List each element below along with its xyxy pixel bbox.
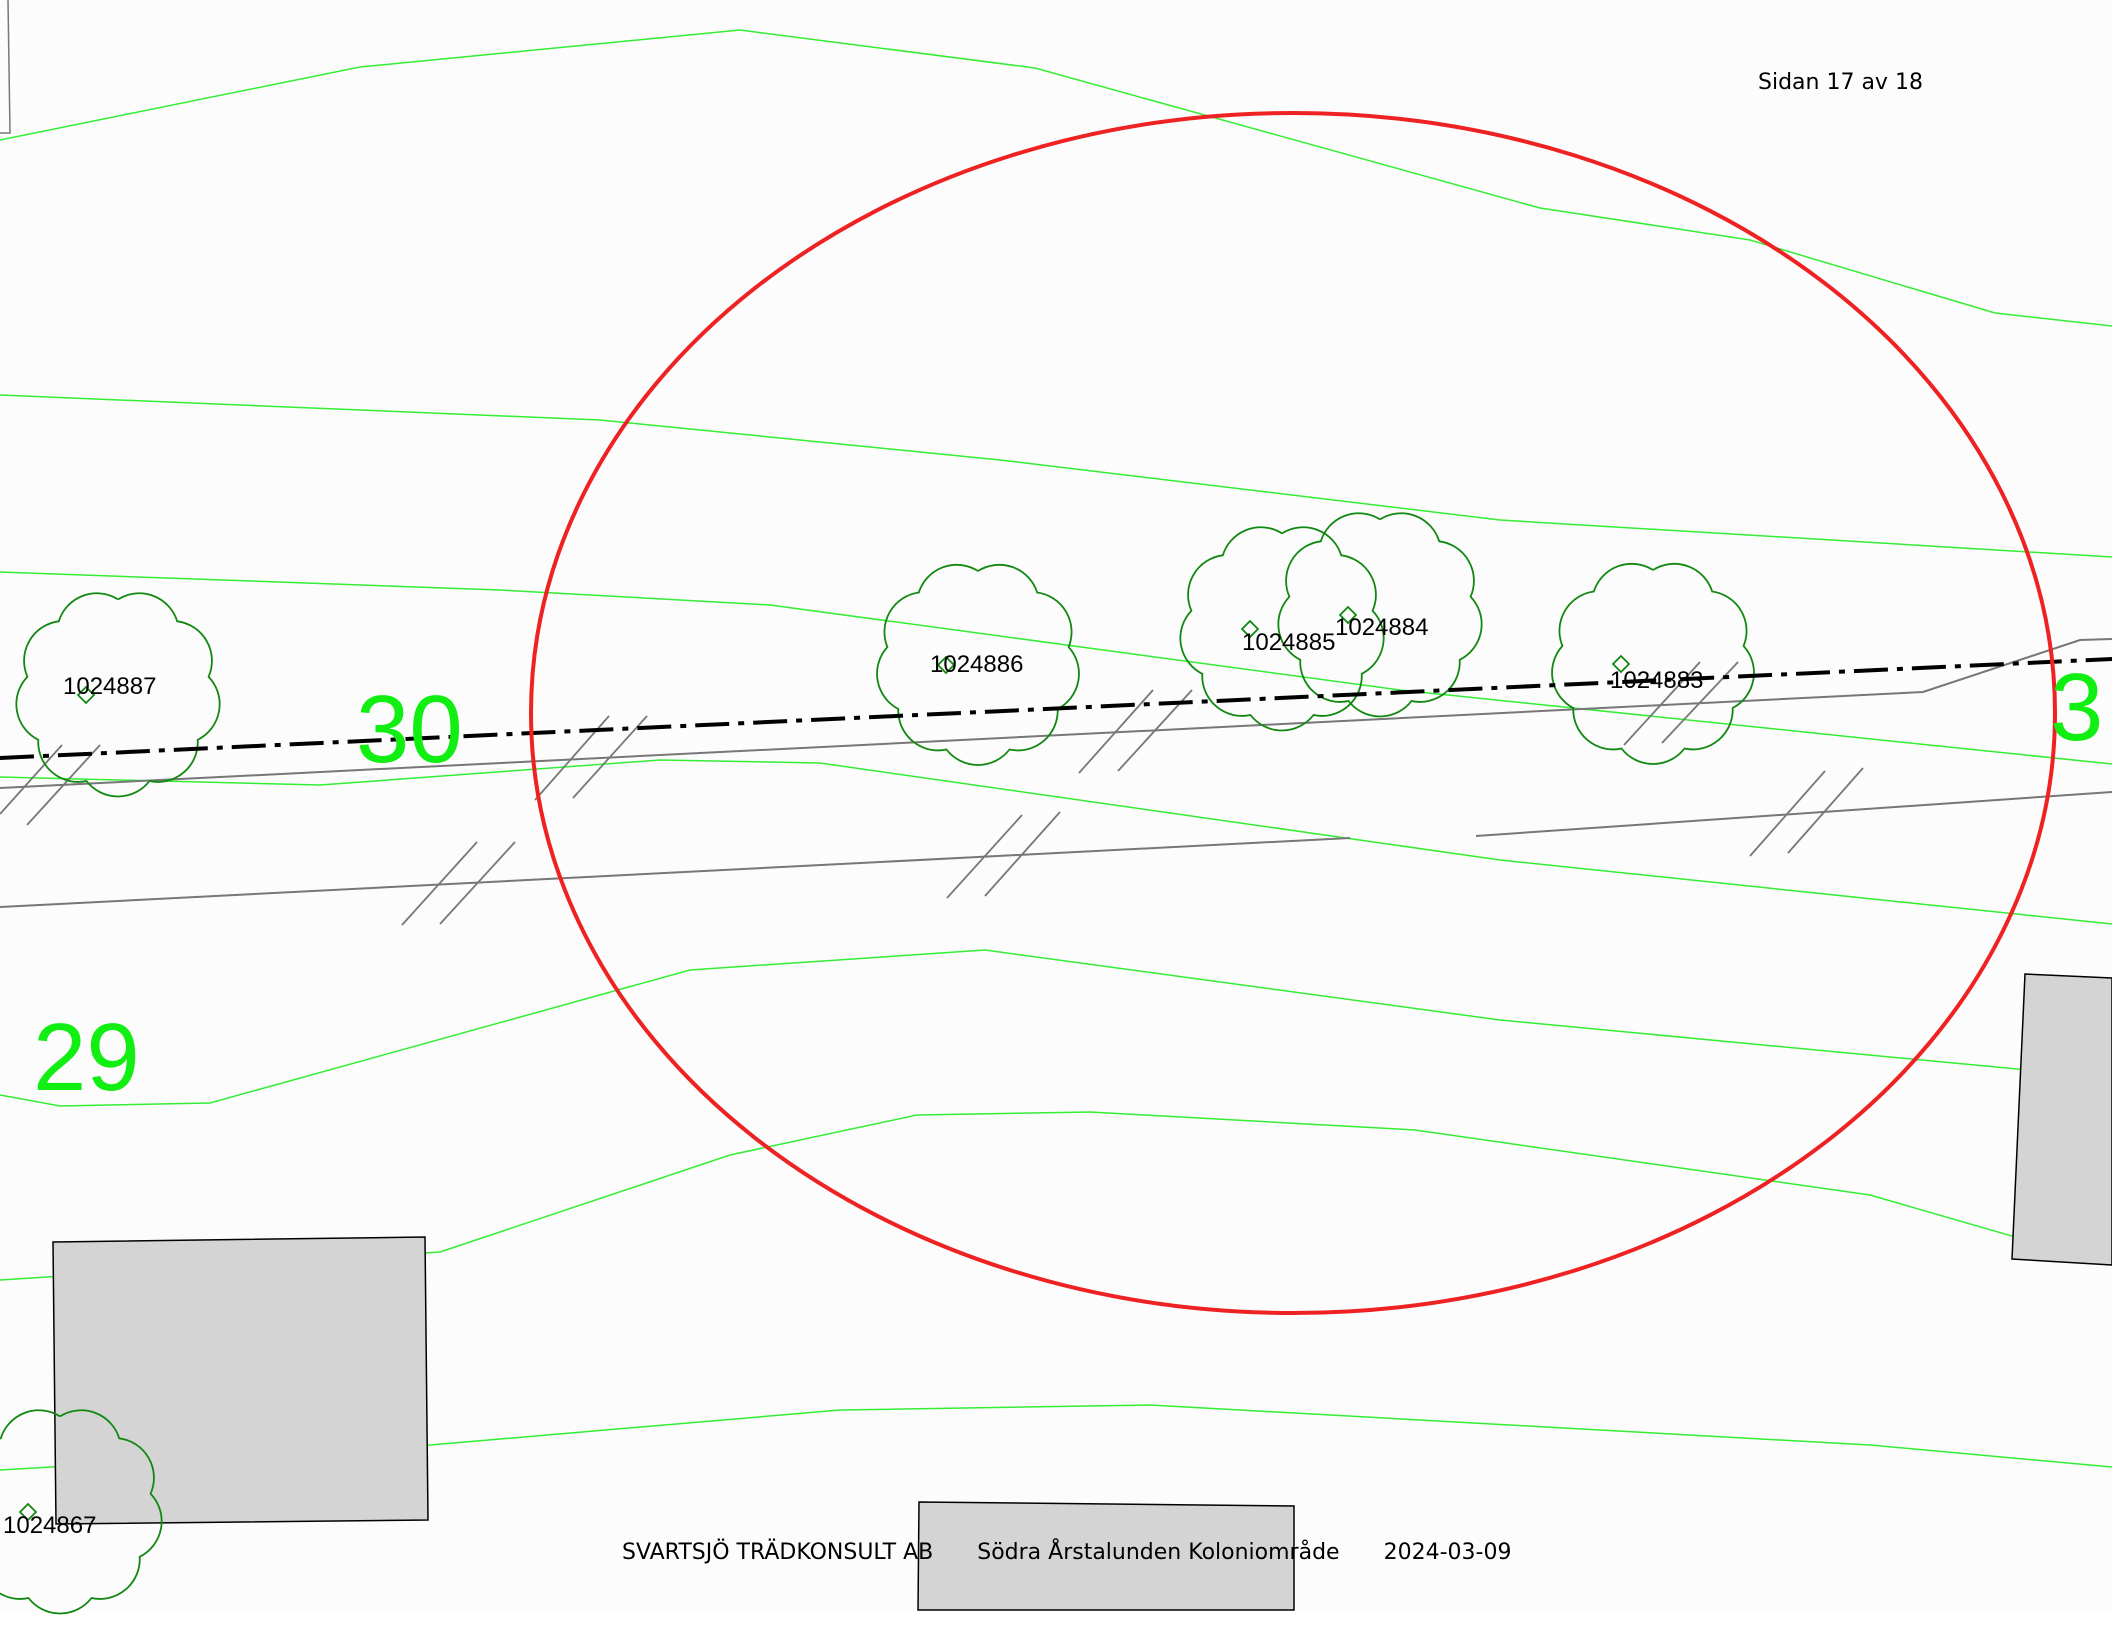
map-frame-fragment	[0, 0, 11, 134]
contour-line	[0, 29, 2112, 327]
tree-canopy	[876, 563, 1080, 766]
tree-label: 1024867	[3, 1512, 96, 1539]
footer-company: SVARTSJÖ TRÄDKONSULT AB	[622, 1540, 934, 1565]
building	[2011, 973, 2112, 1266]
tree-canopies	[0, 512, 1755, 1615]
path-line	[0, 837, 1351, 908]
contour-line	[0, 949, 2112, 1107]
contour-line	[0, 394, 2112, 558]
footer-date: 2024-03-09	[1383, 1540, 1512, 1565]
plot-numbers: 30 29 3	[33, 654, 2103, 1111]
tree-label: 1024884	[1335, 614, 1428, 641]
tree-canopy	[0, 1409, 163, 1615]
tree-label: 1024886	[930, 651, 1023, 678]
plot-number: 3	[2050, 654, 2103, 761]
contour-line	[0, 759, 2112, 925]
building	[917, 1501, 1295, 1611]
contour-line	[0, 571, 2112, 765]
page-number: Sidan 17 av 18	[1758, 70, 1923, 95]
buildings	[52, 973, 2112, 1611]
contour-lines	[0, 29, 2112, 1471]
footer: SVARTSJÖ TRÄDKONSULT AB Södra Årstalunden…	[622, 1540, 1555, 1565]
tree-canopy	[15, 592, 221, 798]
highlight-ellipse	[529, 111, 2057, 1315]
tree-labels: 1024887 1024886 1024885 1024884 1024883 …	[3, 614, 1703, 1539]
tree-center-marker	[1338, 605, 1358, 625]
contour-line	[0, 1111, 2112, 1281]
property-boundary-line	[0, 657, 2112, 760]
tree-label: 1024885	[1242, 629, 1335, 656]
footer-project: Södra Årstalunden Koloniområde	[977, 1540, 1340, 1565]
tree-center-marker	[1240, 619, 1260, 639]
plot-number: 29	[33, 1004, 140, 1111]
tree-canopy	[1277, 512, 1483, 718]
tree-center-marker	[936, 655, 956, 675]
tree-label: 1024883	[1610, 667, 1703, 694]
tree-canopy	[1179, 526, 1385, 732]
path-line	[1475, 791, 2112, 837]
tree-canopy	[1551, 562, 1755, 765]
contour-line	[0, 1404, 2112, 1471]
building	[52, 1236, 429, 1525]
tree-center-marker	[18, 1502, 38, 1522]
tree-center-marker	[1611, 654, 1631, 674]
tree-center-marker	[76, 685, 96, 705]
tree-label: 1024887	[63, 673, 156, 700]
plot-number: 30	[356, 676, 463, 783]
